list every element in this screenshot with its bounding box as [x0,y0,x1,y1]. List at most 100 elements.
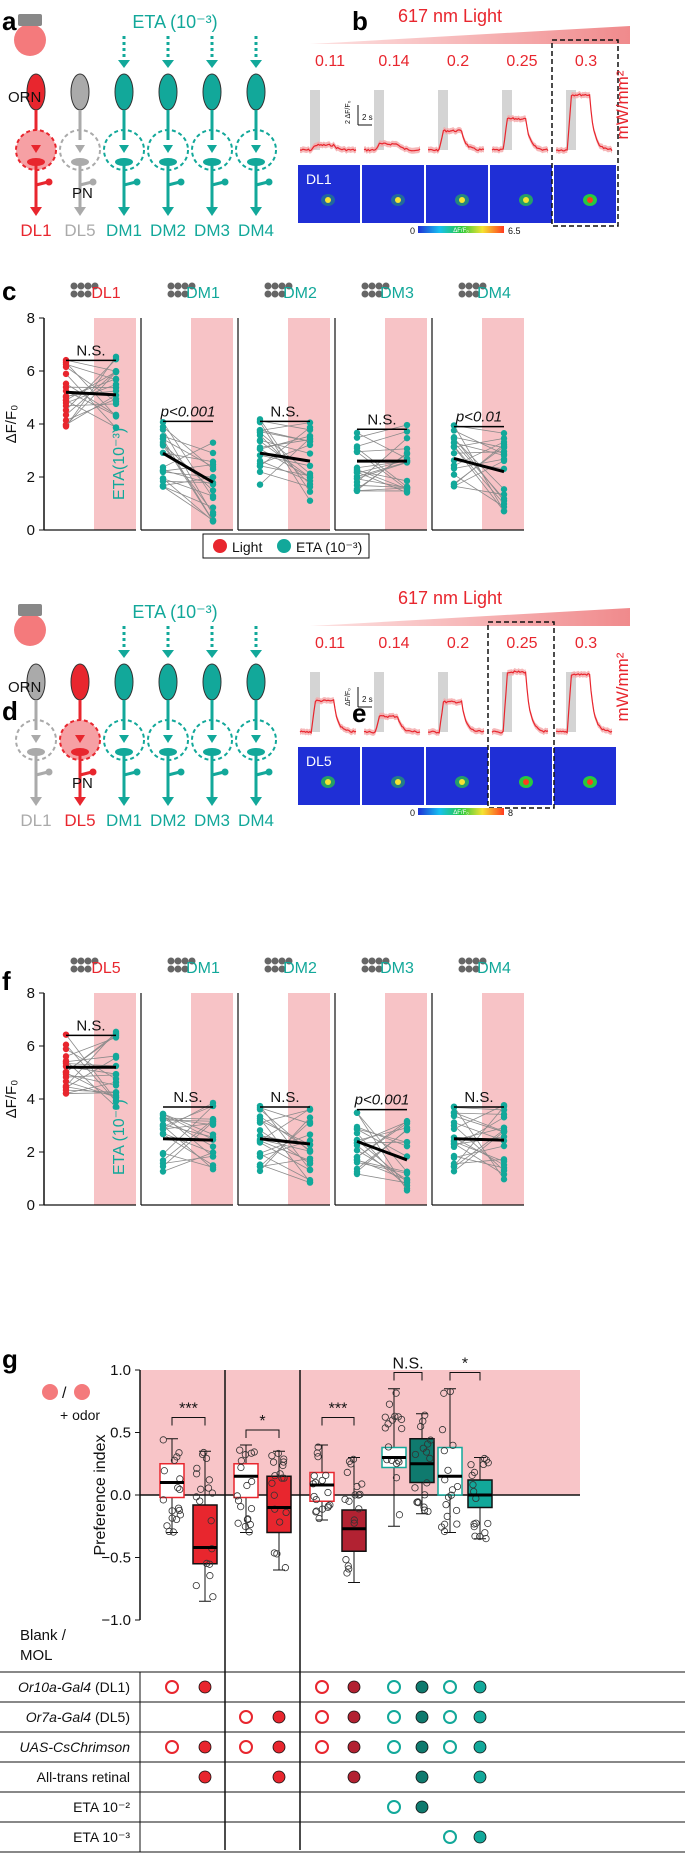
stat-label: N.S. [76,342,105,359]
y-tick-label: 0.5 [110,1425,131,1442]
arrow-head [250,60,262,68]
data-point [314,1453,322,1461]
left-point [62,1058,70,1065]
glom-dot [70,965,78,973]
pair-line [259,1139,311,1152]
data-point [248,1477,256,1486]
pair-line [453,442,505,499]
orn-soma [202,663,222,701]
right-point [209,517,217,525]
stat-label: N.S. [270,1089,299,1106]
left-point [159,1121,167,1128]
data-point [417,1422,425,1431]
pair-line [356,1145,408,1186]
data-point [448,1486,457,1494]
data-point [424,1507,432,1516]
data-point [381,1424,389,1432]
right-point [112,411,120,419]
calcium-image [298,747,360,805]
left-point [159,435,167,443]
colorbar [418,808,504,815]
left-point [62,1053,70,1060]
y-tick-label: 1.0 [110,1362,131,1379]
mean-line [453,457,505,474]
data-point [324,1502,333,1510]
table-mark [443,1680,457,1694]
glom-dot [264,290,272,298]
right-point [306,474,314,481]
intensity-label: 0.14 [378,635,409,652]
panel-f-label: f [2,966,11,996]
data-point [421,1491,429,1499]
glom-dot [278,965,286,973]
glom-dot [91,957,99,965]
pair-line [162,1125,214,1170]
right-point [500,1176,508,1183]
y-tick-label: 2 [27,469,35,486]
pair-line [259,1142,311,1171]
pair-line [356,431,408,447]
left-point [62,370,70,378]
pair-line [162,421,214,499]
pn-dendrite [27,158,45,166]
table-mark [347,1680,361,1694]
light-response-panel-e: 617 nm Light 0.11 0.14 0.2 0.25 0.3 mW/mm² ΔF/F… [298,588,632,818]
pair-line [65,371,117,401]
stat-label: N.S. [173,1089,202,1106]
stat-label: N.S. [367,411,396,428]
pair-line [356,1173,408,1184]
glomerulus-map-icon [458,957,487,973]
glom-dot [375,965,383,973]
glom-dot [84,290,92,298]
synapse-arrow [207,735,217,743]
pair-line [162,426,214,470]
data-point [395,1511,404,1519]
data-point [342,1556,350,1564]
synapse-arrow [119,735,129,743]
left-point [450,1154,458,1161]
pair-line [453,1112,505,1115]
right-point [209,1162,217,1169]
scale-dff: ΔF/F₀ [345,688,352,706]
pn-dendrite [247,748,265,756]
right-point [500,1171,508,1178]
pair-line [356,1139,408,1183]
pair-line [453,1158,505,1165]
data-point [268,1479,276,1487]
trace-line [555,93,613,152]
paired-plot-panel-f: 0 2 4 6 8 ΔF/F₀ DL5 N.S. DM1 N.S. DM2 N.S. DM3 p<0.00… [3,957,524,1214]
left-point [256,468,264,476]
pair-line [65,390,117,416]
glomerulus-map-icon [264,957,293,973]
right-point [403,1178,411,1186]
response-core [395,197,401,203]
left-point [353,443,361,450]
data-point [247,1505,256,1513]
table-mark [198,1680,212,1694]
table-mark [387,1800,401,1814]
data-point [349,1455,358,1463]
left-point [159,1160,167,1167]
data-point [174,1484,182,1492]
arrow-head [250,650,262,658]
pair-line [65,1072,117,1099]
data-point [453,1520,461,1528]
right-point [209,449,217,457]
right-point [209,1143,217,1150]
glomerulus-map-icon [361,282,390,298]
row-label: UAS-CsChrimson [20,1739,131,1755]
intensity-label: 0.14 [378,53,409,70]
right-point [306,481,314,488]
calcium-image [490,747,552,805]
response-core [459,779,465,785]
trace-band [364,140,420,154]
left-point [353,1147,361,1154]
pair-line [65,400,117,428]
data-point [394,1413,402,1421]
data-point [237,1457,245,1465]
pair-line [65,356,117,427]
stim-bar [566,672,576,732]
trace-line [299,698,357,734]
data-point [168,1514,176,1522]
pn-arrow [74,207,86,216]
